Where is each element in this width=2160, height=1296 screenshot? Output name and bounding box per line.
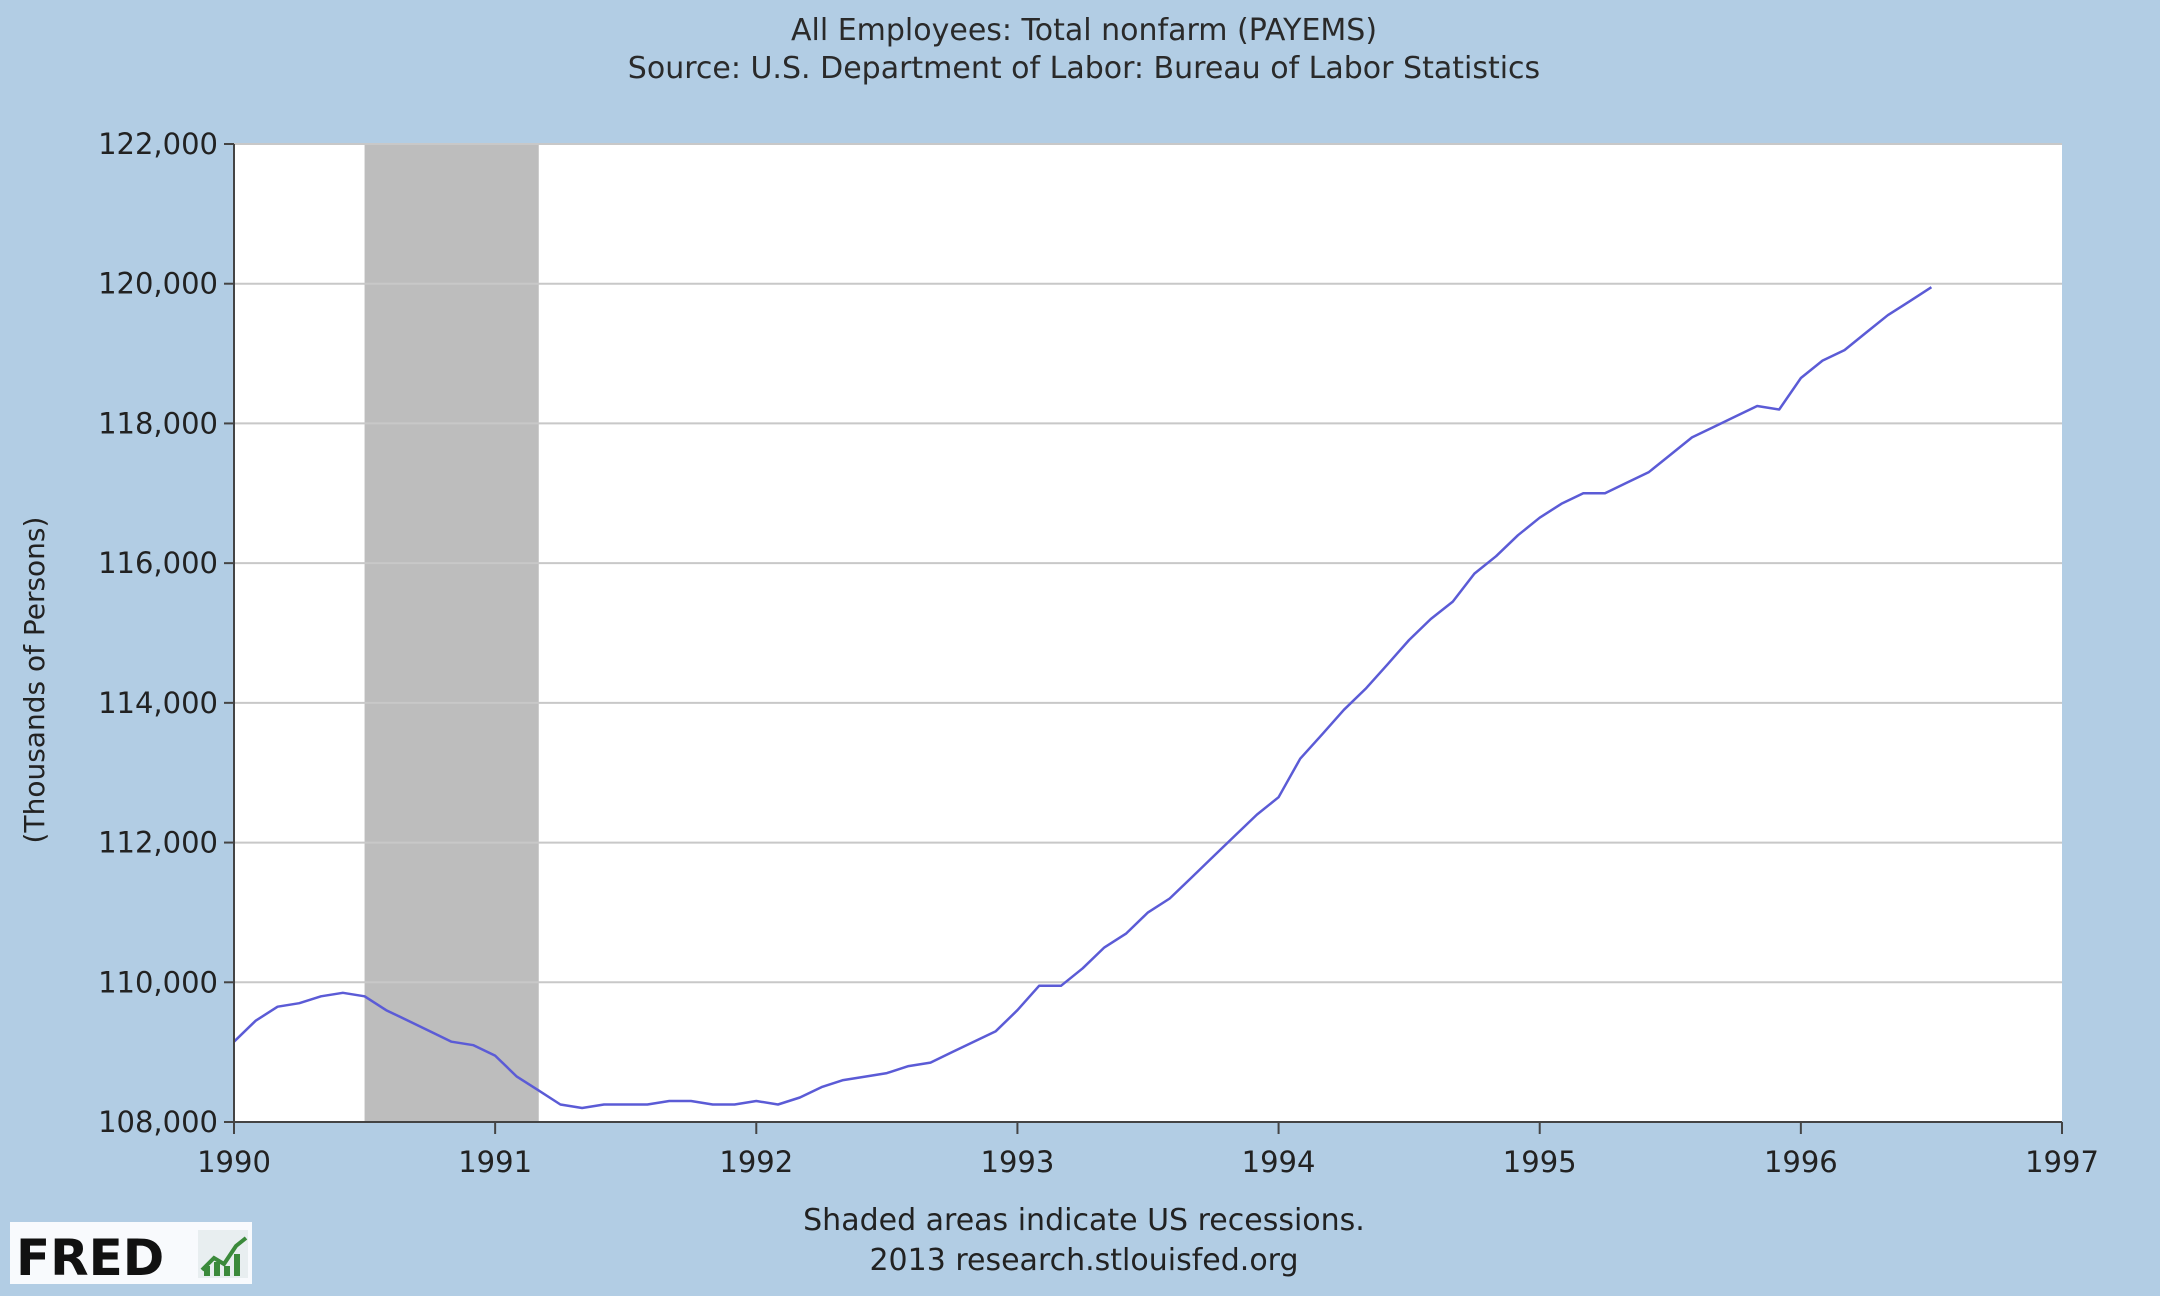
series-line-0 (233, 286, 1933, 1110)
y-axis-title: (Thousands of Persons) (18, 517, 51, 844)
chart-subtitle: Source: U.S. Department of Labor: Bureau… (628, 51, 1540, 86)
fred-logo: FRED (10, 1222, 252, 1287)
x-tick-labels: 1990 1991 1992 1993 1994 1995 1996 1997 (197, 1145, 2099, 1179)
x-tick-label: 1991 (458, 1145, 532, 1179)
chart-title: All Employees: Total nonfarm (PAYEMS) (791, 13, 1377, 48)
x-tick-label: 1996 (1764, 1145, 1838, 1179)
y-tick-label: 120,000 (98, 267, 218, 301)
y-tick-label: 122,000 (98, 127, 218, 161)
x-tick-label: 1992 (719, 1145, 793, 1179)
y-tick-label: 116,000 (98, 546, 218, 580)
y-tick-label: 110,000 (98, 965, 218, 999)
chart-growth-icon (198, 1230, 248, 1278)
x-tick-label: 1997 (2025, 1145, 2099, 1179)
y-tick-label: 114,000 (98, 686, 218, 720)
fred-logo-text: FRED (16, 1229, 164, 1287)
source-credit: 2013 research.stlouisfed.org (869, 1243, 1298, 1278)
grid-layer (234, 143, 2062, 984)
x-tick-label: 1995 (1503, 1145, 1577, 1179)
x-tick-label: 1993 (981, 1145, 1055, 1179)
y-tick-label: 118,000 (98, 406, 218, 440)
x-tick-label: 1990 (197, 1145, 271, 1179)
y-tick-label: 112,000 (98, 826, 218, 860)
recession-layer (364, 144, 539, 1122)
x-tick-label: 1994 (1242, 1145, 1316, 1179)
recession-note: Shaded areas indicate US recessions. (803, 1203, 1365, 1238)
axis-layer (224, 143, 2063, 1134)
line-layer (233, 286, 1933, 1110)
y-tick-labels: 108,000 110,000 112,000 114,000 116,000 118,0… (98, 127, 218, 1139)
y-tick-label: 108,000 (98, 1105, 218, 1139)
recession-band-0 (364, 144, 539, 1122)
